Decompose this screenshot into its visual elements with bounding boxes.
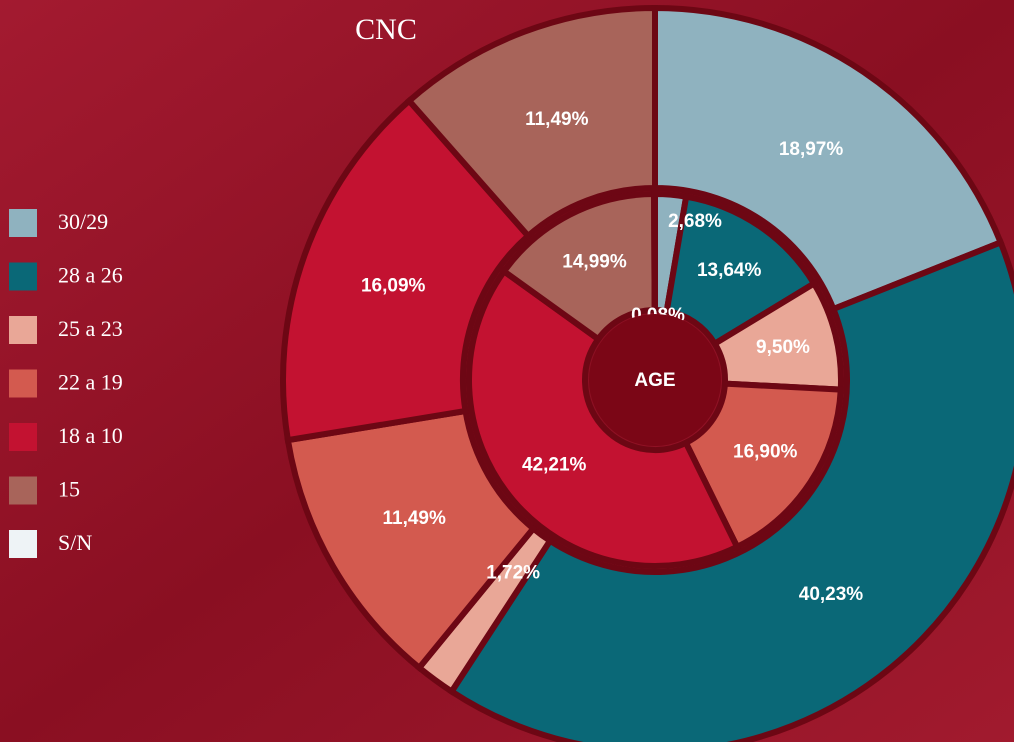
donut-segment <box>447 238 1014 742</box>
legend-swatch <box>9 316 37 344</box>
legend-label: S/N <box>58 530 92 555</box>
legend-swatch <box>9 209 37 237</box>
data-label: 16,90% <box>733 442 798 463</box>
donut-segment <box>280 96 533 444</box>
data-label: 11,49% <box>382 508 445 529</box>
donut-segment <box>466 267 742 569</box>
center-circle <box>589 314 721 446</box>
data-label: 42,21% <box>522 454 587 475</box>
donut-segment <box>651 190 658 314</box>
data-label: 1,72% <box>486 563 540 584</box>
data-label: 13,64% <box>697 260 762 281</box>
center-label: AGE <box>634 370 675 391</box>
donut-segment <box>404 4 658 241</box>
data-label: 16,09% <box>361 275 426 296</box>
legend-label: 18 a 10 <box>58 423 123 448</box>
legend-label: 30/29 <box>58 209 108 234</box>
legend-swatch <box>9 262 37 291</box>
legend-swatch <box>9 476 37 505</box>
data-label: 14,99% <box>562 252 627 273</box>
legend-swatch <box>9 423 37 451</box>
donut-segment <box>652 4 1005 313</box>
legend-swatch <box>9 530 37 558</box>
legend-label: 22 a 19 <box>58 370 123 395</box>
legend-label: 25 a 23 <box>58 316 123 341</box>
data-label: 2,68% <box>668 211 722 232</box>
donut-segment <box>663 193 819 348</box>
legend-swatch <box>9 369 37 398</box>
data-label: 40,23% <box>799 584 864 605</box>
chart-title: CNC <box>355 13 417 46</box>
data-label: 18,97% <box>779 139 844 160</box>
data-label: 11,49% <box>525 109 588 130</box>
data-label: 9,50% <box>756 337 810 358</box>
donut-segment <box>499 190 658 344</box>
legend-label: 15 <box>58 477 80 502</box>
donut-segment <box>681 380 844 551</box>
legend-label: 28 a 26 <box>58 263 123 288</box>
